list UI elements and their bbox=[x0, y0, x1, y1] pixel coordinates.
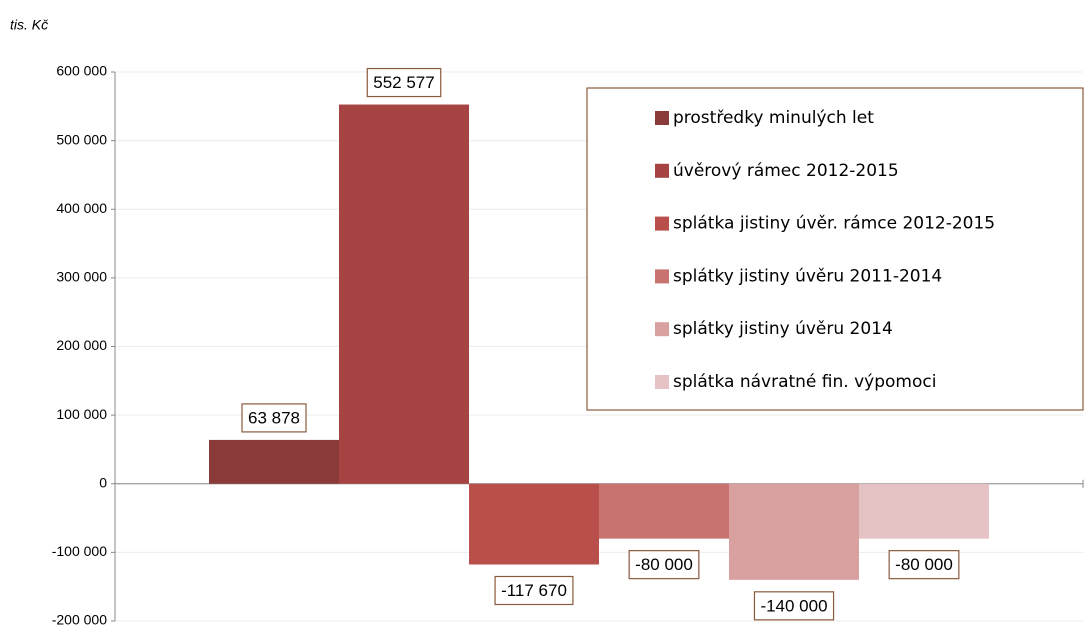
y-axis-label: tis. Kč bbox=[10, 17, 48, 33]
bar bbox=[339, 104, 469, 484]
bar bbox=[209, 439, 339, 484]
data-label: -117 670 bbox=[501, 581, 567, 600]
legend-swatch bbox=[655, 322, 669, 337]
legend-box bbox=[586, 87, 1084, 411]
data-label: 63 878 bbox=[248, 408, 300, 427]
legend-swatch bbox=[655, 375, 669, 389]
y-tick-label: 0 bbox=[99, 474, 107, 490]
legend-label: prostředky minulých let bbox=[673, 108, 874, 128]
data-label: -140 000 bbox=[760, 596, 827, 615]
y-tick-label: 400 000 bbox=[56, 200, 107, 216]
bar bbox=[729, 483, 859, 580]
legend-label: splátka jistiny úvěr. rámce 2012-2015 bbox=[673, 214, 995, 234]
data-label: -80 000 bbox=[635, 555, 693, 574]
legend-label: splátka návratné fin. výpomoci bbox=[673, 372, 936, 392]
y-tick-label: 300 000 bbox=[56, 269, 107, 285]
y-tick-label: -200 000 bbox=[52, 612, 107, 628]
legend-label: splátky jistiny úvěru 2014 bbox=[673, 319, 893, 339]
y-tick-label: 100 000 bbox=[56, 406, 107, 422]
data-label-box bbox=[753, 591, 835, 621]
legend-swatch bbox=[655, 163, 669, 178]
y-tick-label: 500 000 bbox=[56, 131, 107, 147]
y-tick-label: -100 000 bbox=[52, 543, 107, 559]
y-tick-label: 200 000 bbox=[56, 337, 107, 353]
y-tick-label: 600 000 bbox=[56, 63, 107, 79]
bar bbox=[599, 483, 729, 539]
data-label-box bbox=[241, 403, 307, 433]
data-label-box bbox=[494, 575, 574, 606]
data-label-box bbox=[628, 550, 700, 580]
legend-label: splátky jistiny úvěru 2011-2014 bbox=[673, 266, 942, 286]
legend-swatch bbox=[655, 269, 669, 284]
data-label: 552 577 bbox=[373, 73, 434, 92]
legend-swatch bbox=[655, 111, 669, 125]
data-label-box bbox=[888, 550, 960, 580]
bar bbox=[469, 483, 599, 565]
legend-swatch bbox=[655, 216, 669, 231]
legend-label: úvěrový rámec 2012-2015 bbox=[673, 161, 899, 181]
data-label-box bbox=[366, 67, 442, 98]
data-label: -80 000 bbox=[895, 555, 953, 574]
bar bbox=[859, 483, 989, 539]
